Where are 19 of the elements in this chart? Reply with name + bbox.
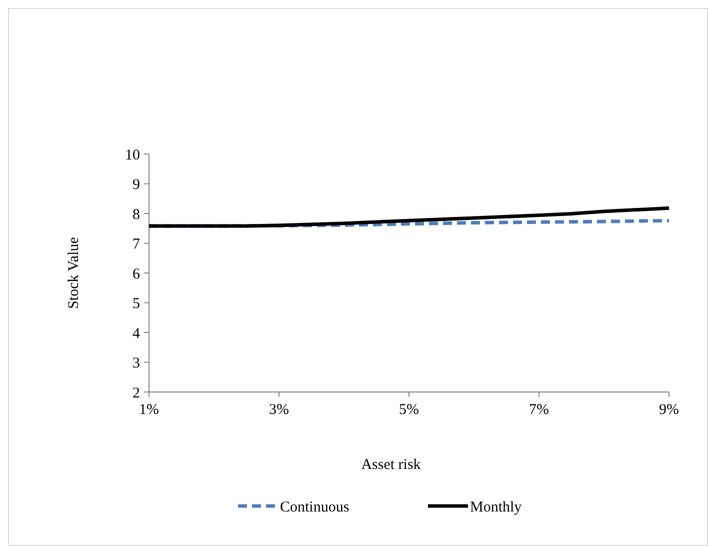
y-tick-label: 8: [132, 206, 140, 223]
line-series: [147, 206, 671, 228]
legend-label: Continuous: [280, 499, 350, 516]
y-tick-label: 4: [132, 326, 140, 342]
y-tick-label: 5: [132, 296, 140, 312]
y-tick-label: 10: [125, 147, 140, 164]
y-tick-label: 2: [132, 385, 140, 402]
y-tick-label: 3: [132, 356, 140, 372]
x-tick-label: 3%: [269, 402, 289, 418]
y-tick-label: 6: [132, 266, 140, 282]
x-axis-title: Asset risk: [361, 457, 422, 473]
x-tick-label: 7%: [529, 402, 549, 418]
y-tick-label: 9: [132, 177, 140, 193]
x-tick-label: 9%: [659, 402, 679, 418]
y-axis-title: Stock Value: [66, 236, 82, 309]
x-tick-label: 5%: [399, 402, 419, 418]
legend-label: Monthly: [470, 499, 522, 516]
y-tick-label: 7: [132, 236, 140, 252]
x-tick-label: 1%: [139, 402, 159, 418]
